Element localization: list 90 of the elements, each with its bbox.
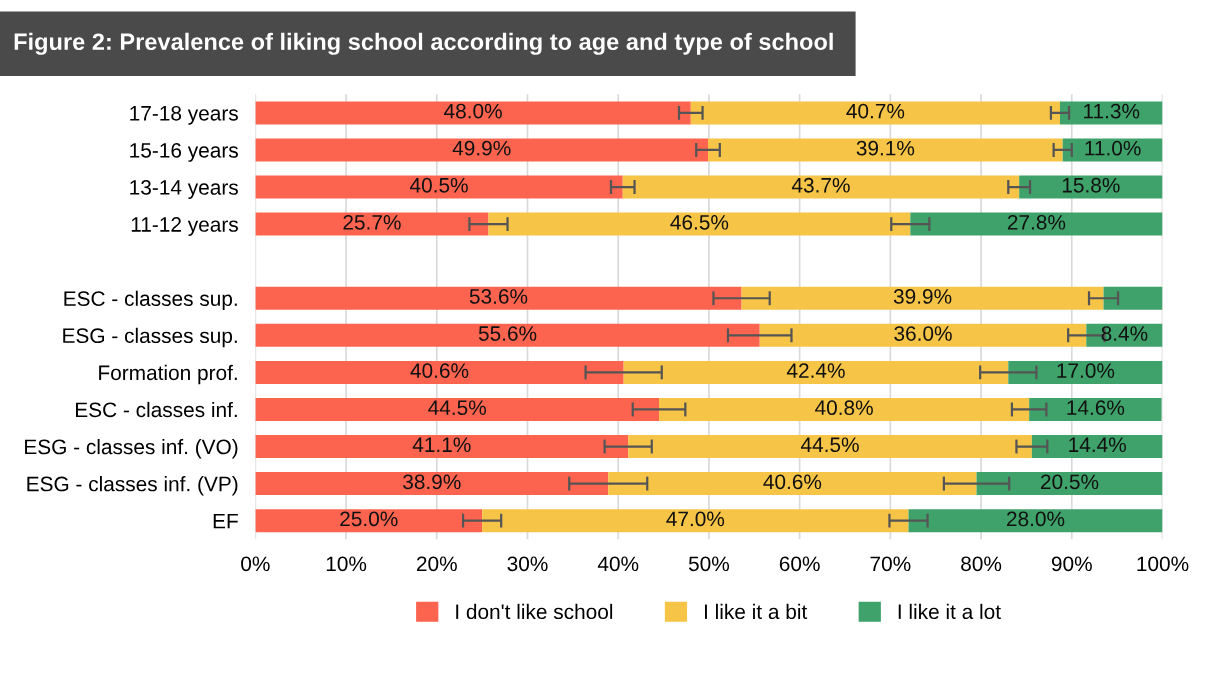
x-tick-label: 80% xyxy=(961,556,1002,572)
bar xyxy=(1062,138,1163,162)
y-tick-label: ESG - classes inf. (VP) xyxy=(27,476,238,496)
bar xyxy=(255,472,609,496)
bar xyxy=(482,509,909,533)
data-label: 44.5% xyxy=(428,400,486,416)
bar xyxy=(1031,435,1163,459)
legend-label: I don't like school xyxy=(456,603,613,620)
x-tick-label: 10% xyxy=(326,556,367,572)
bar xyxy=(255,323,760,347)
data-label: 40.5% xyxy=(410,177,468,193)
data-label: 39.1% xyxy=(856,140,915,156)
x-tick-label: 30% xyxy=(507,556,548,572)
data-label: 44.5% xyxy=(800,437,859,453)
y-tick-label: 17-18 years xyxy=(130,105,238,125)
bar xyxy=(910,212,1163,236)
x-tick-label: 50% xyxy=(688,556,730,572)
data-label: 28.0% xyxy=(1007,511,1065,527)
x-tick-label: 60% xyxy=(779,556,820,572)
chart-title: Figure 2: Prevalence of liking school according to age and type of school xyxy=(14,32,833,55)
bar xyxy=(659,397,1030,421)
data-label: 48.0% xyxy=(444,103,502,119)
bar xyxy=(628,435,1032,459)
bar xyxy=(1019,175,1163,199)
y-tick-label: ESG - classes inf. (VO) xyxy=(25,438,238,459)
x-tick-label: 90% xyxy=(1051,556,1092,572)
bar xyxy=(1059,101,1163,125)
y-tick-label: 13-14 years xyxy=(130,180,238,199)
legend-label: I like it a lot xyxy=(898,603,1001,620)
data-label: 27.8% xyxy=(1007,214,1066,230)
data-label: 25.0% xyxy=(340,511,398,527)
bar xyxy=(976,472,1163,496)
bar xyxy=(908,509,1163,533)
data-label: 15.8% xyxy=(1062,177,1120,193)
x-tick-label: 100% xyxy=(1137,556,1189,572)
y-tick-label: ESC - classes inf. xyxy=(76,401,237,418)
data-label: 42.4% xyxy=(786,363,845,378)
y-tick-label: ESG - classes sup. xyxy=(63,327,237,348)
bar xyxy=(1029,397,1162,421)
data-label: 46.5% xyxy=(670,214,729,230)
data-label: 40.6% xyxy=(763,474,822,490)
bar xyxy=(255,286,742,310)
bar xyxy=(255,138,709,162)
y-tick-label: Formation prof. xyxy=(99,364,237,385)
bar xyxy=(608,472,977,496)
data-label: 14.6% xyxy=(1067,400,1125,416)
data-label: 17.0% xyxy=(1057,363,1115,378)
data-label: 14.4% xyxy=(1069,437,1126,453)
data-label: 43.7% xyxy=(791,177,850,193)
x-tick-label: 0% xyxy=(241,556,270,572)
bar xyxy=(623,360,1009,384)
y-tick-label: 15-16 years xyxy=(130,142,238,162)
bar xyxy=(759,323,1087,347)
data-label: 38.9% xyxy=(403,474,461,490)
data-label: 41.1% xyxy=(412,437,471,453)
data-label: 40.7% xyxy=(846,103,905,119)
data-label: 11.0% xyxy=(1085,140,1141,156)
data-label: 40.8% xyxy=(815,400,873,416)
data-label: 20.5% xyxy=(1041,474,1099,490)
bar xyxy=(1008,360,1163,384)
x-tick-label: 20% xyxy=(416,556,457,572)
bar xyxy=(255,175,623,199)
data-label: 8.4% xyxy=(1101,326,1148,341)
data-label: 36.0% xyxy=(894,326,952,341)
bar xyxy=(255,212,489,236)
data-label: 55.6% xyxy=(478,326,537,341)
bar xyxy=(708,138,1063,162)
bar xyxy=(741,286,1104,310)
y-tick-label: ESC - classes sup. xyxy=(64,290,237,311)
bar xyxy=(488,212,911,236)
y-tick-label: EF xyxy=(213,513,238,529)
data-label: 11.3% xyxy=(1084,103,1140,119)
bar xyxy=(255,397,660,421)
data-label: 53.6% xyxy=(469,289,528,304)
data-label: 25.7% xyxy=(343,214,401,230)
data-label: 39.9% xyxy=(893,289,952,304)
bar xyxy=(255,509,483,533)
data-label: 47.0% xyxy=(666,511,725,527)
bar xyxy=(1103,286,1163,310)
legend-label: I like it a bit xyxy=(704,603,808,620)
data-label: 40.6% xyxy=(410,363,469,378)
bar xyxy=(255,435,629,459)
x-tick-label: 40% xyxy=(597,556,639,572)
bar xyxy=(255,101,691,125)
y-tick-label: 11-12 years xyxy=(131,217,238,236)
bar xyxy=(255,360,624,384)
bar xyxy=(622,175,1020,199)
data-label: 49.9% xyxy=(452,140,511,156)
x-tick-label: 70% xyxy=(870,556,911,572)
bar xyxy=(690,101,1060,125)
